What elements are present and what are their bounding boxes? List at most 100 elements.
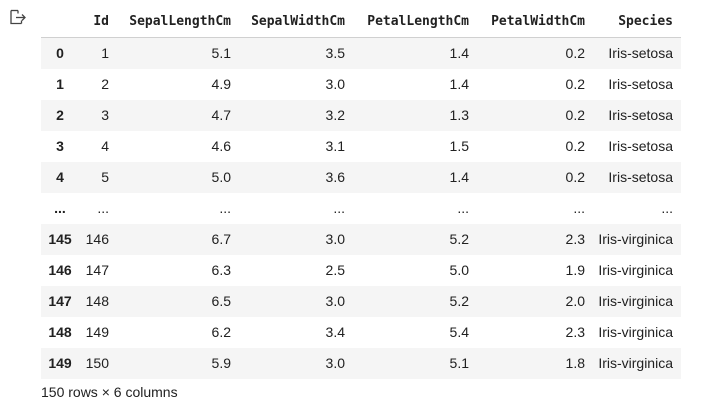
table-cell: 5.0 [449, 262, 469, 278]
column-header: SepalWidthCm [239, 6, 353, 38]
table-cell: 3.5 [325, 45, 345, 62]
row-index: 2 [56, 107, 64, 123]
table-cell: Iris-virginica [598, 324, 673, 340]
table-row: 148 149 6.2 3.4 5.4 2.3 Iris-virginica [41, 317, 681, 348]
table-cell: ... [573, 200, 585, 216]
table-cell: 1.5 [449, 138, 469, 154]
table-cell: 0.2 [565, 107, 585, 123]
table-row: 146 147 6.3 2.5 5.0 1.9 Iris-virginica [41, 255, 681, 286]
table-row: 149 150 5.9 3.0 5.1 1.8 Iris-virginica [41, 347, 681, 379]
index-header [41, 6, 79, 38]
row-index: 145 [48, 231, 72, 247]
table-cell: 148 [85, 293, 109, 309]
table-cell: 5.0 [211, 169, 231, 185]
table-cell: 0.2 [565, 138, 585, 154]
table-cell: 3.0 [325, 231, 345, 247]
table-cell: 5.2 [449, 293, 469, 309]
table-cell: ... [457, 200, 469, 216]
table-row: 1 2 4.9 3.0 1.4 0.2 Iris-setosa [41, 69, 681, 100]
table-cell: 3.1 [325, 138, 345, 154]
row-index: 146 [48, 262, 72, 278]
table-cell: 5.4 [449, 324, 469, 340]
table-cell: 6.5 [211, 293, 231, 309]
table-cell: ... [333, 200, 345, 216]
table-cell: 2.0 [565, 293, 585, 309]
table-body: 0 1 5.1 3.5 1.4 0.2 Iris-setosa 1 2 4.9 3.0 1.4 0.2 I… [41, 37, 681, 379]
table-cell: ... [661, 200, 673, 216]
table-cell: 4.9 [211, 76, 231, 92]
table-cell: 0.2 [565, 45, 585, 62]
table-cell: 3 [101, 107, 109, 123]
table-cell: 6.3 [211, 262, 231, 278]
table-cell: 1.4 [449, 169, 469, 185]
table-cell: 3.0 [325, 293, 345, 309]
table-cell: 6.7 [211, 231, 231, 247]
table-cell: 1.8 [565, 355, 585, 371]
row-index: 4 [56, 169, 64, 185]
table-cell: Iris-virginica [598, 262, 673, 278]
table-cell: 149 [85, 324, 109, 340]
table-cell: 5.1 [211, 45, 231, 62]
table-cell: ... [219, 200, 231, 216]
table-cell: Iris-setosa [608, 45, 673, 62]
table-cell: Iris-virginica [598, 231, 673, 247]
table-cell: 5.2 [449, 231, 469, 247]
table-summary: 150 rows × 6 columns [41, 384, 178, 400]
table-cell: 3.2 [325, 107, 345, 123]
table-cell: Iris-virginica [598, 355, 673, 371]
table-cell: ... [97, 200, 109, 216]
dataframe-output: Id SepalLengthCm SepalWidthCm PetalLengthCm… [41, 6, 681, 379]
column-header: PetalWidthCm [477, 6, 593, 38]
table-cell: 150 [85, 355, 109, 371]
table-cell: 1.4 [449, 76, 469, 92]
row-index: 148 [48, 324, 72, 340]
table-cell: Iris-setosa [608, 76, 673, 92]
table-cell: 3.0 [325, 76, 345, 92]
table-cell: 2.5 [325, 262, 345, 278]
table-cell: Iris-virginica [598, 293, 673, 309]
row-index: 149 [48, 355, 72, 371]
table-cell: 2.3 [565, 324, 585, 340]
table-cell: 5.9 [211, 355, 231, 371]
row-index: 147 [48, 293, 72, 309]
table-cell: 3.6 [325, 169, 345, 185]
table-cell: 2 [101, 76, 109, 92]
row-index: ... [54, 200, 66, 216]
table-cell: 4.6 [211, 138, 231, 154]
table-cell: 0.2 [565, 169, 585, 185]
column-header: SepalLengthCm [117, 6, 239, 38]
table-cell: 3.0 [325, 355, 345, 371]
table-row: 0 1 5.1 3.5 1.4 0.2 Iris-setosa [41, 37, 681, 69]
table-cell: 5 [101, 169, 109, 185]
table-cell: 0.2 [565, 76, 585, 92]
table-cell: 1.9 [565, 262, 585, 278]
table-row: 147 148 6.5 3.0 5.2 2.0 Iris-virginica [41, 285, 681, 317]
table-row: ..................... [41, 193, 681, 224]
table-cell: 4 [101, 138, 109, 154]
row-index: 1 [56, 76, 64, 92]
table-cell: 1 [101, 45, 109, 62]
table-cell: 6.2 [211, 324, 231, 340]
table-row: 4 5 5.0 3.6 1.4 0.2 Iris-setosa [41, 161, 681, 193]
table-cell: 5.1 [449, 355, 469, 371]
row-index: 0 [56, 45, 64, 62]
row-index: 3 [56, 138, 64, 154]
table-row: 2 3 4.7 3.2 1.3 0.2 Iris-setosa [41, 99, 681, 131]
table-cell: 147 [85, 262, 109, 278]
table-header-row: Id SepalLengthCm SepalWidthCm PetalLengthCm… [41, 6, 681, 38]
output-redirect-icon[interactable] [9, 8, 27, 26]
table-cell: Iris-setosa [608, 169, 673, 185]
table-cell: 4.7 [211, 107, 231, 123]
column-header: Species [593, 6, 681, 38]
table-cell: 2.3 [565, 231, 585, 247]
table-row: 145 146 6.7 3.0 5.2 2.3 Iris-virginica [41, 223, 681, 255]
table-cell: 146 [85, 231, 109, 247]
table-row: 3 4 4.6 3.1 1.5 0.2 Iris-setosa [41, 131, 681, 162]
table-cell: 3.4 [325, 324, 345, 340]
column-header: PetalLengthCm [353, 6, 477, 38]
table-cell: Iris-setosa [608, 107, 673, 123]
table-cell: 1.4 [449, 45, 469, 62]
table-cell: 1.3 [449, 107, 469, 123]
dataframe-table: Id SepalLengthCm SepalWidthCm PetalLengthCm… [41, 6, 681, 379]
table-cell: Iris-setosa [608, 138, 673, 154]
